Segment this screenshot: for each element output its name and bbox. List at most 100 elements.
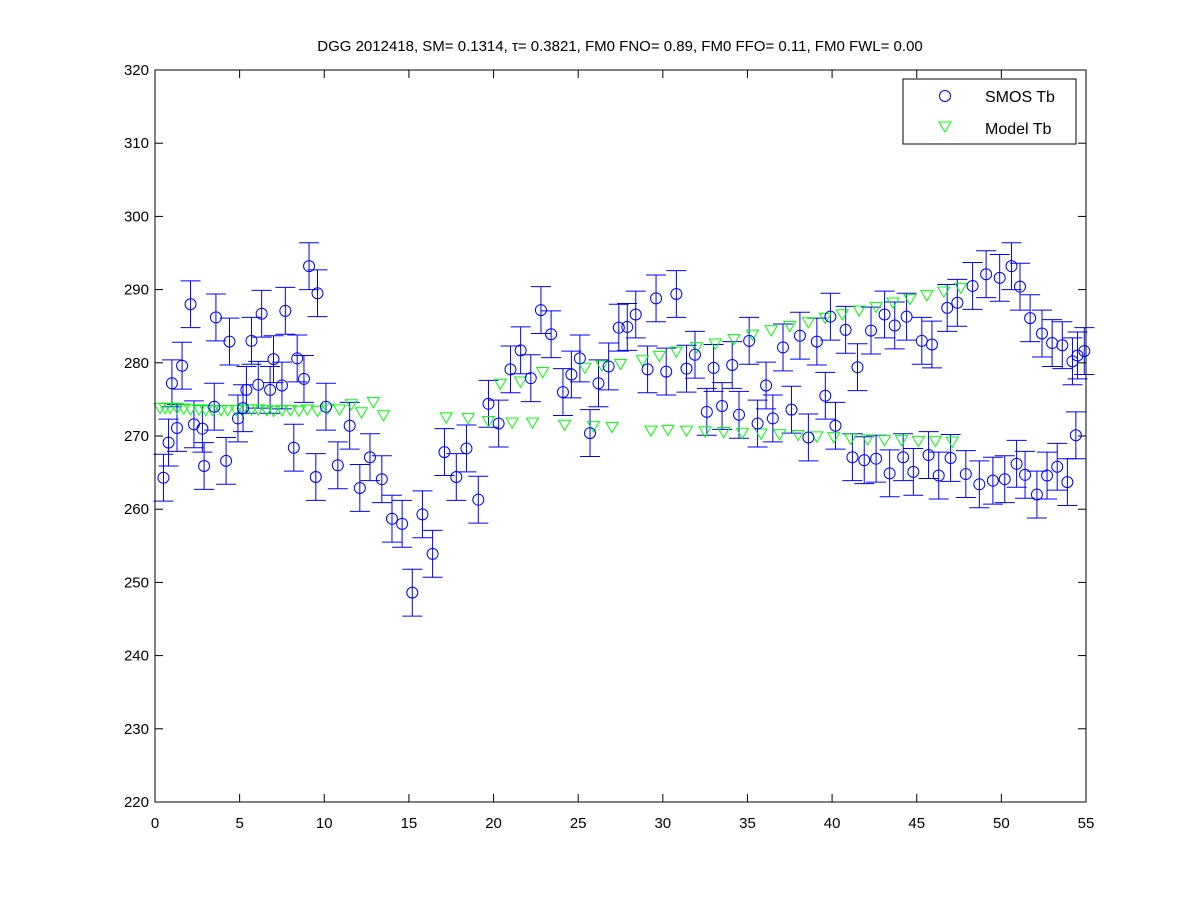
model-tb-point (716, 427, 731, 439)
smos-tb-point (309, 470, 322, 483)
smos-tb-point (944, 451, 957, 464)
smos-tb-point (907, 465, 920, 478)
model-tb-point (251, 404, 266, 417)
smos-tb-point (426, 547, 439, 560)
smos-tb-point (973, 478, 986, 491)
y-tick-label: 220 (124, 794, 149, 811)
smos-tb-point (751, 417, 764, 430)
model-tb-point (843, 433, 858, 446)
smos-tb-point (1019, 468, 1032, 481)
smos-tb-point (438, 446, 451, 459)
smos-tb-point (267, 353, 280, 366)
x-axis: 0 5 10 15 20 25 30 35 40 45 50 55 (151, 70, 1095, 832)
model-tb-point (903, 293, 917, 306)
smos-tb-point (998, 473, 1011, 486)
smos-tb-point (1010, 457, 1023, 470)
model-tb-point (220, 405, 235, 417)
model-tb-point (835, 309, 850, 321)
model-tb-point (698, 426, 713, 438)
smos-tb-point (959, 468, 972, 481)
model-tb-point (183, 404, 198, 417)
smos-tb-point (883, 467, 896, 480)
smos-tb-point (829, 419, 842, 432)
model-tb-point (669, 346, 684, 359)
model-tb-point (689, 342, 704, 354)
smos-tb-point (1051, 460, 1064, 473)
model-tb-point (661, 424, 675, 437)
model-tb-point (826, 432, 841, 444)
smos-tb-point (1061, 476, 1074, 489)
smos-tb-point (157, 471, 170, 484)
model-tb-point (461, 413, 476, 425)
model-tb-point (310, 405, 325, 418)
smos-tb-point (556, 386, 569, 399)
smos-tb-point (514, 344, 527, 357)
y-tick-label: 260 (124, 501, 149, 518)
smos-tb-point (303, 260, 316, 273)
smos-tb-point (240, 383, 253, 396)
plot-area (155, 70, 1086, 802)
model-tb-point (936, 286, 951, 299)
smos-tb-point (766, 412, 779, 425)
smos-tb-point (802, 431, 815, 444)
smos-tb-point (1069, 429, 1082, 442)
model-tb-point (605, 421, 619, 434)
model-tb-point (852, 305, 867, 318)
model-tb-point (920, 290, 934, 302)
model-tb-point (481, 416, 496, 428)
smos-tb-point (980, 268, 993, 281)
x-tick-label: 5 (235, 815, 243, 832)
smos-tb-point (629, 308, 642, 321)
x-tick-label: 0 (151, 815, 159, 832)
x-tick-label: 55 (1078, 815, 1095, 832)
y-tick-label: 250 (124, 574, 149, 591)
smos-tb-point (932, 469, 945, 482)
smos-tb-point (865, 324, 878, 337)
model-tb-point (595, 360, 609, 373)
smos-tb-point (858, 454, 871, 467)
smos-tb-point (726, 358, 739, 371)
model-tb-point (727, 334, 741, 346)
model-tb-point (283, 405, 298, 417)
x-tick-label: 35 (739, 815, 756, 832)
x-tick-label: 15 (401, 815, 418, 832)
model-tb-point (869, 301, 883, 314)
y-tick-label: 230 (124, 721, 149, 738)
smos-tb-point (592, 377, 605, 390)
smos-tb-point (220, 454, 233, 467)
smos-tb-point (363, 451, 376, 464)
model-tb-point (493, 378, 508, 391)
smos-tb-point (993, 271, 1006, 284)
smos-tb-point (1005, 260, 1018, 273)
smos-tb-point (1056, 339, 1069, 352)
smos-tb-point (297, 372, 310, 385)
smos-tb-point (385, 512, 398, 525)
smos-tb-point (707, 361, 720, 374)
smos-tb-point (732, 408, 745, 421)
smos-tb-point (504, 363, 517, 376)
smos-tb-point (524, 372, 537, 385)
smos-tb-point (209, 311, 222, 324)
smos-tb-point (396, 517, 409, 530)
model-tb-series (153, 282, 968, 449)
model-tb-point (886, 297, 900, 310)
model-tb-point (613, 358, 628, 371)
model-tb-point (557, 419, 572, 432)
model-tb-point (205, 405, 220, 417)
legend-label-smos: SMOS Tb (985, 89, 1055, 106)
smos-tb-point (951, 296, 964, 309)
smos-tb-point (311, 287, 324, 300)
model-tb-point (505, 417, 520, 430)
model-tb-point (163, 402, 178, 415)
model-tb-point (818, 312, 833, 325)
model-tb-point (953, 282, 968, 295)
legend-marker-model (938, 121, 952, 133)
model-tb-point (735, 427, 750, 440)
y-tick-label: 240 (124, 648, 149, 665)
model-tb-point (292, 405, 306, 418)
smos-tb-point (165, 377, 178, 390)
x-tick-label: 25 (570, 815, 587, 832)
smos-tb-point (482, 397, 495, 410)
x-tick-label: 40 (824, 815, 841, 832)
